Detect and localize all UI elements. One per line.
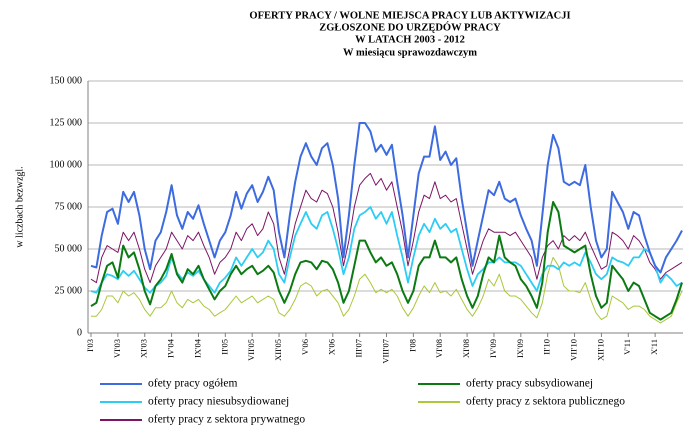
x-tick-label: IX'04	[192, 338, 202, 358]
chart-subtitle: W miesiącu sprawozdawczym	[343, 47, 477, 58]
x-tick-label: XII'05	[273, 339, 283, 361]
y-tick-label: 100 000	[50, 159, 83, 170]
x-tick-label: V'11	[622, 339, 632, 355]
series-line	[90, 206, 683, 294]
x-tick-label: I'03	[85, 339, 95, 352]
x-tick-label: X'11	[649, 339, 659, 355]
x-tick-label: IV'09	[488, 339, 498, 358]
x-tick-label: IV'04	[166, 338, 176, 358]
y-tick-label: 150 000	[50, 75, 83, 86]
x-tick-label: VI'03	[112, 339, 122, 358]
x-tick-label: XI'08	[461, 339, 471, 358]
y-axis-label: w liczbach bezwzgl.	[14, 166, 25, 247]
legend-label: oferty pracy subsydiowanej	[466, 378, 593, 390]
x-tick-label: II'10	[542, 339, 552, 355]
x-tick-label: I'08	[407, 339, 417, 352]
y-tick-label: 75 000	[55, 201, 83, 212]
legend-label: oferty pracy niesubsydiowanej	[148, 396, 289, 408]
legend-label: oferty pracy z sektora publicznego	[466, 396, 625, 408]
x-tick-label: VII'10	[568, 339, 578, 361]
x-tick-label: X'06	[327, 339, 337, 355]
y-tick-label: 50 000	[55, 243, 83, 254]
chart-title: W LATACH 2003 - 2012	[355, 34, 465, 45]
series-line	[90, 172, 683, 284]
chart-title: ZGŁOSZONE DO URZĘDÓW PRACY	[319, 21, 501, 33]
x-tick-label: II'05	[219, 339, 229, 355]
x-tick-label: III'07	[354, 339, 364, 358]
series-line	[91, 256, 683, 324]
y-tick-label: 0	[77, 327, 82, 338]
chart-title: OFERTY PRACY / WOLNE MIEJSCA PRACY LUB A…	[249, 10, 570, 21]
x-tick-label: VIII'07	[380, 339, 390, 364]
y-tick-label: 25 000	[55, 285, 83, 296]
x-tick-label: XI'03	[139, 339, 149, 358]
y-tick-label: 125 000	[50, 117, 83, 128]
x-tick-label: V'06	[300, 339, 310, 355]
series-line	[90, 122, 683, 274]
series-line	[90, 201, 683, 321]
x-tick-label: VII'05	[246, 339, 256, 361]
x-tick-label: XII'10	[595, 339, 605, 361]
legend-label: ofety pracy ogółem	[148, 378, 237, 390]
x-tick-label: VI'08	[434, 339, 444, 358]
legend-label: oferty pracy z sektora prywatnego	[148, 414, 305, 426]
x-tick-label: IX'09	[515, 339, 525, 358]
